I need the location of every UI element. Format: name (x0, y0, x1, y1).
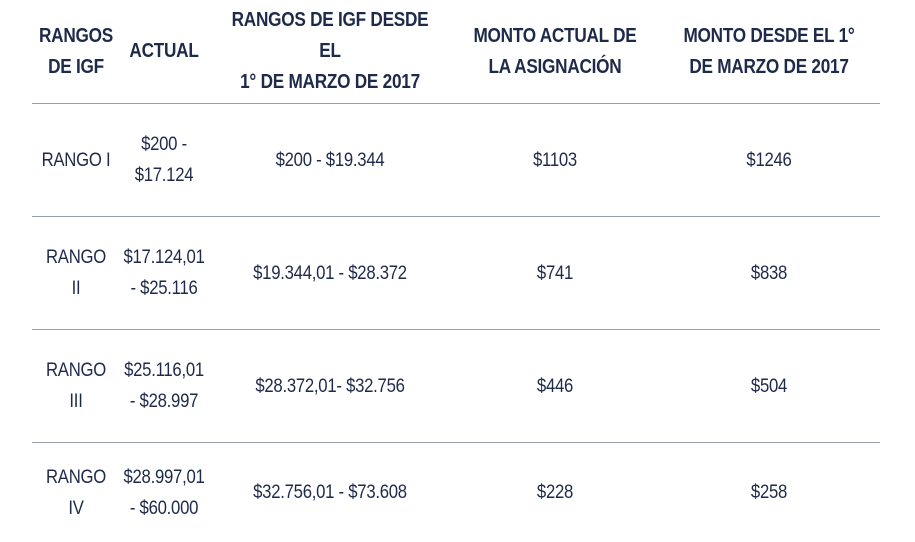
cell-text-line: RANGO I (41, 149, 111, 171)
cell-text-line: - $25.116 (130, 278, 198, 299)
cell-rango-2017: $200 - $19.344 (275, 149, 385, 171)
cell-rango-2017: $19.344,01 - $28.372 (253, 262, 407, 284)
header-monto-2017: MONTO DESDE EL 1° DE MARZO DE 2017 (674, 0, 865, 103)
header-actual: ACTUAL (126, 0, 202, 103)
cell-text-line: $200 - (141, 134, 187, 155)
cell-rango: RANGO IV (37, 443, 114, 542)
cell-rango: RANGO III (37, 330, 114, 442)
cell-monto-2017: $504 (750, 375, 788, 397)
cell-text-line: - $28.997 (129, 391, 199, 412)
cell-text-line: $17.124,01 (123, 247, 205, 268)
cell-rango: RANGO II (37, 217, 114, 329)
header-text-line: MONTO ACTUAL DE (473, 24, 637, 47)
cell-actual: $25.116,01 - $28.997 (124, 330, 204, 442)
header-text-line: DE IGF (48, 55, 104, 78)
cell-monto-2017: $258 (750, 482, 788, 503)
header-text-line: 1° DE MARZO DE 2017 (240, 71, 420, 93)
cell-text-line: $25.116,01 (124, 360, 204, 381)
cell-monto-2017: $1246 (746, 149, 792, 171)
cell-actual: $28.997,01 - $60.000 (123, 443, 205, 542)
table-row: RANGO I $200 - $17.124 $200 - $19.344 $1… (32, 103, 880, 216)
cell-text-line: RANGO (45, 466, 107, 488)
header-text-line: RANGOS DE IGF DESDE EL (231, 9, 429, 62)
table-header-row: RANGOS DE IGF ACTUAL RANGOS DE IGF DESDE… (32, 0, 880, 103)
header-text-line: DE MARZO DE 2017 (689, 55, 849, 78)
cell-text-line: III (69, 391, 83, 412)
cell-rango-2017: $32.756,01 - $73.608 (253, 482, 407, 503)
header-text-line: LA ASIGNACIÓN (488, 55, 622, 78)
cell-monto-actual: $446 (536, 375, 574, 397)
header-text-line: ACTUAL (129, 40, 199, 62)
cell-monto-actual: $228 (536, 482, 574, 503)
cell-monto-actual: $1103 (533, 149, 577, 171)
cell-monto-actual: $741 (536, 262, 574, 284)
table-row: RANGO II $17.124,01 - $25.116 $19.344,01… (32, 216, 880, 329)
cell-rango-2017: $28.372,01- $32.756 (255, 375, 405, 397)
cell-actual: $17.124,01 - $25.116 (123, 217, 205, 329)
table-row: RANGO III $25.116,01 - $28.997 $28.372,0… (32, 329, 880, 442)
cell-text-line: $28.997,01 (123, 466, 205, 488)
cell-text-line: - $60.000 (129, 497, 199, 519)
header-monto-actual: MONTO ACTUAL DE LA ASIGNACIÓN (466, 0, 643, 103)
header-rangos-de-igf: RANGOS DE IGF (38, 0, 114, 103)
header-text-line: MONTO DESDE EL 1° (683, 24, 855, 47)
header-text-line: RANGOS (39, 24, 113, 47)
cell-text-line: IV (68, 497, 84, 519)
cell-text-line: RANGO (45, 360, 107, 381)
cell-text-line: II (71, 278, 81, 299)
cell-text-line: RANGO (45, 247, 107, 268)
header-rangos-2017: RANGOS DE IGF DESDE EL 1° DE MARZO DE 20… (225, 0, 435, 103)
cell-text-line: $17.124 (134, 165, 194, 186)
table-row: RANGO IV $28.997,01 - $60.000 $32.756,01… (32, 442, 880, 542)
cell-actual: $200 - $17.124 (125, 104, 202, 216)
cell-monto-2017: $838 (750, 262, 788, 284)
cell-rango: RANGO I (37, 104, 114, 216)
